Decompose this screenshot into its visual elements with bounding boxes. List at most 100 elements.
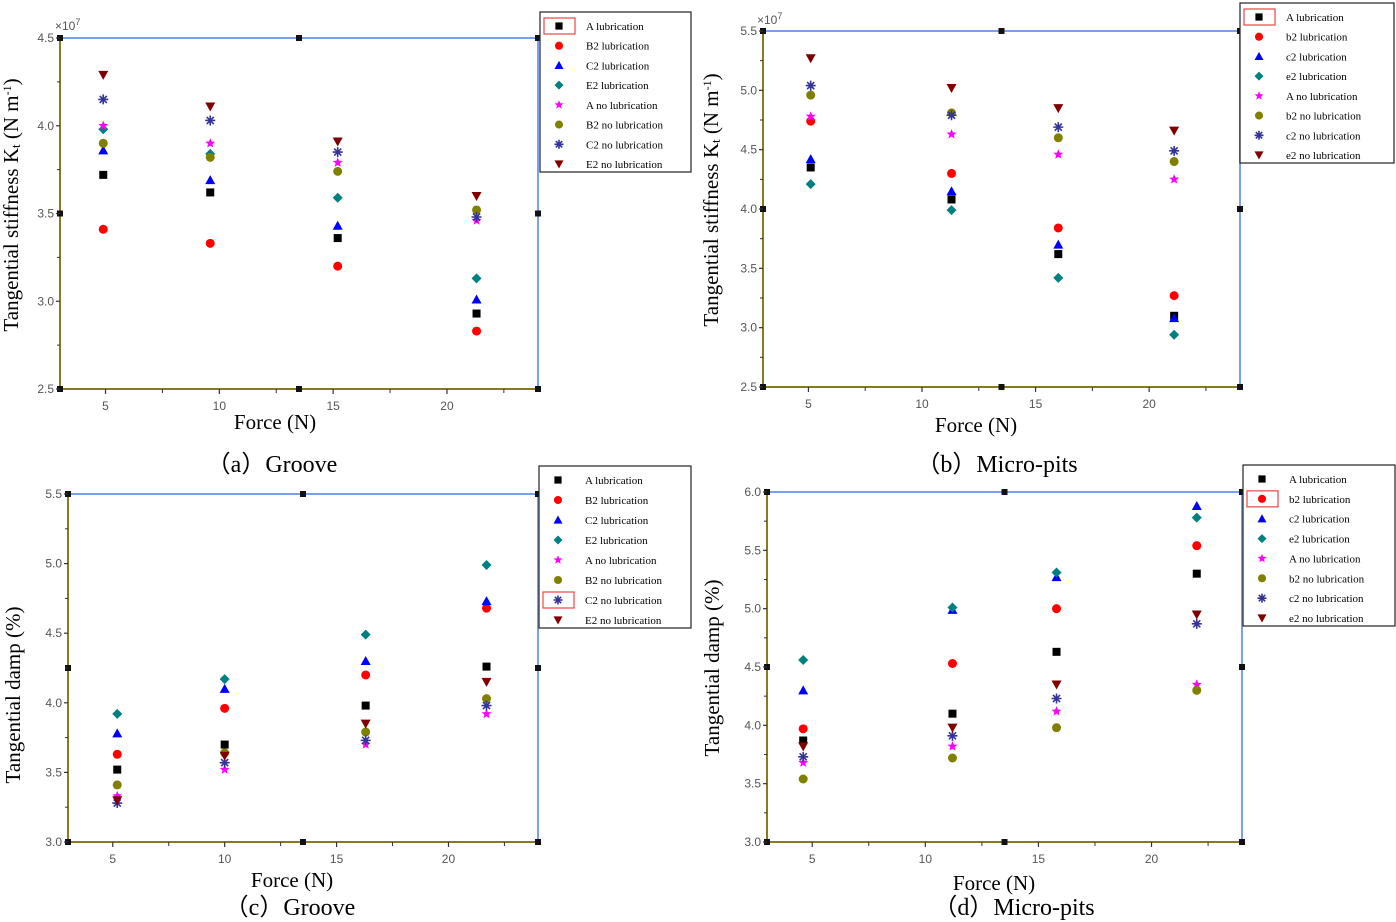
frame-handle xyxy=(535,491,541,497)
series xyxy=(98,124,482,284)
y-multiplier: ×107 xyxy=(55,17,80,33)
series xyxy=(112,694,492,790)
frame-handle xyxy=(1001,839,1008,845)
y-tick-label: 5.0 xyxy=(45,557,62,571)
x-axis-label: Force (N) xyxy=(935,413,1017,437)
y-axis-label-subscript: t xyxy=(8,144,23,148)
legend-label: A no lubrication xyxy=(1286,91,1358,103)
legend-marker xyxy=(553,535,563,545)
series xyxy=(798,679,1202,767)
y-axis-label-superscript: -1 xyxy=(700,80,714,90)
y-tick-label: 4.0 xyxy=(740,202,757,216)
series xyxy=(98,120,482,225)
data-point xyxy=(1191,610,1202,620)
data-point xyxy=(481,708,492,719)
series xyxy=(98,70,482,201)
y-axis-label-text: Tangential damp (%) xyxy=(700,580,724,757)
y-tick-label: 3.0 xyxy=(740,321,757,335)
data-point xyxy=(472,326,482,336)
data-point xyxy=(1053,122,1064,133)
legend-marker xyxy=(1254,91,1264,100)
x-tick-label: 20 xyxy=(442,852,456,866)
series xyxy=(798,610,1202,752)
legend-label: b2 no lubrication xyxy=(1286,111,1362,123)
figure-caption: （d）Micro-pits xyxy=(933,895,1094,921)
y-axis-label: Tangential damp (%) xyxy=(700,580,724,757)
legend-marker xyxy=(553,575,563,585)
frame-handle xyxy=(300,839,306,845)
data-point xyxy=(947,753,957,763)
frame-handle xyxy=(535,839,541,845)
legend-marker xyxy=(1255,13,1263,21)
data-point xyxy=(481,596,492,606)
data-point xyxy=(1053,104,1064,114)
data-point xyxy=(482,694,492,704)
data-point xyxy=(1169,126,1180,136)
data-point xyxy=(947,659,957,668)
data-point xyxy=(219,751,230,761)
data-point xyxy=(806,163,815,172)
legend-marker xyxy=(1254,130,1264,140)
series xyxy=(805,54,1180,136)
data-point xyxy=(947,723,958,733)
y-tick-label: 4.5 xyxy=(744,660,761,674)
data-point xyxy=(805,154,816,164)
y-tick-label: 4.5 xyxy=(45,626,62,640)
y-tick-label: 3.5 xyxy=(37,207,54,221)
legend-marker xyxy=(1254,151,1264,160)
data-point xyxy=(798,774,808,784)
data-point xyxy=(1191,512,1202,523)
series xyxy=(98,94,482,223)
x-tick-label: 15 xyxy=(1029,397,1043,411)
y-axis-label-unit: (N m xyxy=(0,95,23,144)
data-point xyxy=(1191,679,1202,689)
x-tick-label: 5 xyxy=(109,852,116,866)
data-point xyxy=(1191,618,1202,629)
series xyxy=(99,170,481,318)
data-point xyxy=(219,764,230,774)
series xyxy=(113,662,491,774)
data-point xyxy=(798,724,808,734)
data-point xyxy=(360,735,371,746)
legend-label: c2 no lubrication xyxy=(1286,130,1361,142)
data-point xyxy=(482,662,491,671)
legend-label: A lubrication xyxy=(585,475,643,487)
data-point xyxy=(205,115,216,126)
data-point xyxy=(1169,329,1180,340)
data-point xyxy=(333,261,343,271)
y-tick-label: 2.5 xyxy=(37,382,54,396)
legend-box xyxy=(1239,2,1395,164)
data-point xyxy=(481,559,492,570)
legend-label: b2 lubrication xyxy=(1289,494,1351,506)
legend-marker xyxy=(553,495,563,505)
y-tick-label: 2.5 xyxy=(740,380,757,394)
x-tick-label: 20 xyxy=(1145,852,1159,866)
legend-box xyxy=(1242,464,1396,627)
legend-label: c2 lubrication xyxy=(1289,514,1350,526)
y-axis-label-text: Tangential stiffness K xyxy=(0,148,23,332)
data-point xyxy=(1192,569,1201,578)
data-point xyxy=(946,110,957,121)
x-tick-label: 15 xyxy=(1032,852,1046,866)
y-tick-label: 5.5 xyxy=(744,543,761,557)
legend: A lubrication b2 lubrication c2 lubricatio… xyxy=(1242,464,1396,627)
legend-marker xyxy=(1254,71,1264,81)
data-point xyxy=(98,124,109,135)
chart-panel: 5 10 15 20 2.5 3.0 3.5 4.0 4.5×107 Tangential sti… xyxy=(0,11,692,478)
series xyxy=(112,708,492,801)
data-point xyxy=(219,757,230,768)
data-point xyxy=(1052,723,1062,733)
data-point xyxy=(947,602,958,613)
legend-marker xyxy=(1254,51,1264,61)
frame-handle xyxy=(1239,664,1245,670)
legend-label: C2 lubrication xyxy=(586,60,650,72)
legend-label: E2 lubrication xyxy=(585,535,648,547)
legend-marker xyxy=(554,41,564,50)
frame-handle xyxy=(535,665,541,671)
data-point xyxy=(946,186,957,196)
x-axis-label: Force (N) xyxy=(234,410,316,434)
legend-highlight-box xyxy=(542,591,575,609)
data-point xyxy=(1192,685,1202,695)
legend-marker xyxy=(553,515,563,524)
legend-label: E2 lubrication xyxy=(586,80,649,92)
